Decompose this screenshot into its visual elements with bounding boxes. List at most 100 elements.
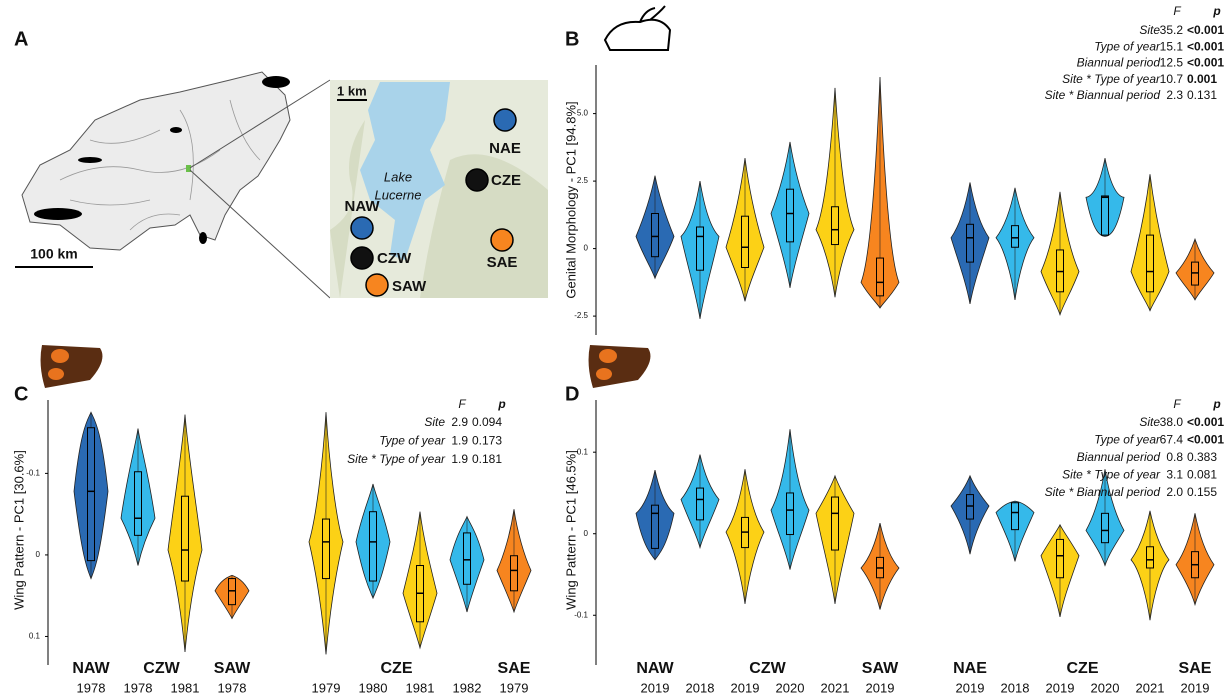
site-marker — [491, 229, 513, 251]
box — [323, 519, 330, 579]
y-tick-label: 0 — [584, 244, 589, 253]
site-label: NAE — [489, 140, 521, 157]
box — [742, 216, 749, 267]
x-tick-label: 1981 — [406, 680, 435, 695]
table-p: <0.001 — [1187, 415, 1224, 429]
box — [182, 496, 189, 581]
table-p: 0.181 — [472, 452, 502, 466]
y-tick-label: -0.1 — [574, 610, 588, 619]
table-p: <0.001 — [1187, 23, 1224, 37]
table-p: 0.081 — [1187, 468, 1217, 482]
site-label: CZE — [491, 172, 521, 189]
table-p: 0.094 — [472, 415, 502, 429]
x-tick-label: 2019 — [641, 680, 670, 695]
table-header: p — [497, 397, 505, 411]
table-header: F — [458, 397, 466, 411]
x-tick-label: 1978 — [77, 680, 106, 695]
table-f: 2.0 — [1166, 485, 1183, 499]
lake — [199, 232, 207, 244]
table-term: Biannual period — [1077, 450, 1161, 464]
lake — [170, 127, 182, 133]
figure: A 100 km 1 km Lake Lucerne NAE CZE NAW C… — [0, 0, 1232, 698]
x-tick-label: 2019 — [1181, 680, 1210, 695]
table-f: 12.5 — [1160, 56, 1184, 70]
genitalia-icon — [605, 6, 670, 50]
site-label: NAW — [345, 198, 381, 215]
table-f: 2.9 — [451, 415, 468, 429]
group-label: NAE — [953, 660, 987, 677]
box — [697, 488, 704, 520]
table-f: 1.9 — [451, 434, 468, 448]
group-label: CZW — [143, 660, 180, 677]
table-term: Site * Biannual period — [1045, 485, 1161, 499]
box — [832, 207, 839, 245]
group-label: SAE — [1179, 660, 1212, 677]
table-f: 38.0 — [1160, 415, 1184, 429]
wing-spot — [51, 349, 69, 363]
x-tick-label: 1980 — [359, 680, 388, 695]
box — [1057, 539, 1064, 577]
table-f: 3.1 — [1166, 468, 1183, 482]
box — [1102, 196, 1109, 235]
table-term: Site — [1139, 415, 1160, 429]
page: A 100 km 1 km Lake Lucerne NAE CZE NAW C… — [0, 0, 1232, 698]
x-tick-label: 2018 — [686, 680, 715, 695]
y-tick-label: -2.5 — [574, 311, 588, 320]
x-tick-label: 2019 — [731, 680, 760, 695]
x-tick-label: 1981 — [171, 680, 200, 695]
y-tick-label: 5.0 — [577, 109, 589, 118]
table-term: Site * Type of year — [1062, 468, 1161, 482]
x-tick-label: 2020 — [776, 680, 805, 695]
group-label: SAW — [214, 660, 251, 677]
wing-icon — [41, 345, 103, 388]
panel-letter: C — [14, 383, 28, 405]
table-term: Biannual period — [1077, 56, 1161, 70]
site-marker — [351, 217, 373, 239]
table-p: 0.001 — [1187, 72, 1217, 86]
y-axis-label: Wing Pattern - PC1 [46.5%] — [563, 450, 578, 610]
box — [787, 493, 794, 535]
table-header: F — [1173, 397, 1181, 411]
group-label: SAW — [862, 660, 899, 677]
wing-spot — [599, 349, 617, 363]
table-p: 0.173 — [472, 434, 502, 448]
box — [652, 505, 659, 548]
x-tick-label: 2019 — [1046, 680, 1075, 695]
country-outline — [22, 72, 290, 250]
y-tick-label: 2.5 — [577, 176, 589, 185]
table-term: Site — [424, 415, 445, 429]
table-term: Type of year — [1094, 433, 1161, 447]
table-f: 35.2 — [1160, 23, 1184, 37]
group-label: NAW — [72, 660, 110, 677]
table-p: <0.001 — [1187, 39, 1224, 53]
lake-label: Lake — [384, 169, 412, 184]
x-tick-label: 2020 — [1091, 680, 1120, 695]
x-tick-label: 1978 — [218, 680, 247, 695]
table-header: p — [1212, 397, 1220, 411]
table-term: Type of year — [379, 434, 446, 448]
x-tick-label: 2021 — [821, 680, 850, 695]
panel-letter: B — [565, 28, 579, 50]
y-tick-label: 0 — [36, 550, 41, 559]
site-marker — [466, 169, 488, 191]
x-tick-label: 2018 — [1001, 680, 1030, 695]
box — [135, 472, 142, 536]
table-term: Type of year — [1094, 39, 1161, 53]
x-tick-label: 1979 — [312, 680, 341, 695]
box — [229, 579, 236, 605]
y-axis-label: Genital Morphology - PC1 [94.8%] — [563, 101, 578, 298]
lake — [34, 208, 82, 220]
box — [787, 189, 794, 242]
panel-letter: A — [14, 28, 28, 50]
table-f: 1.9 — [451, 452, 468, 466]
site-marker — [494, 109, 516, 131]
site-label: SAE — [487, 254, 518, 271]
table-term: Site * Type of year — [1062, 72, 1161, 86]
box — [652, 214, 659, 257]
box — [967, 224, 974, 262]
group-label: CZE — [1067, 660, 1099, 677]
box — [1147, 547, 1154, 568]
inset-scale-label: 1 km — [337, 83, 367, 98]
lake — [262, 76, 290, 88]
site-marker — [366, 274, 388, 296]
